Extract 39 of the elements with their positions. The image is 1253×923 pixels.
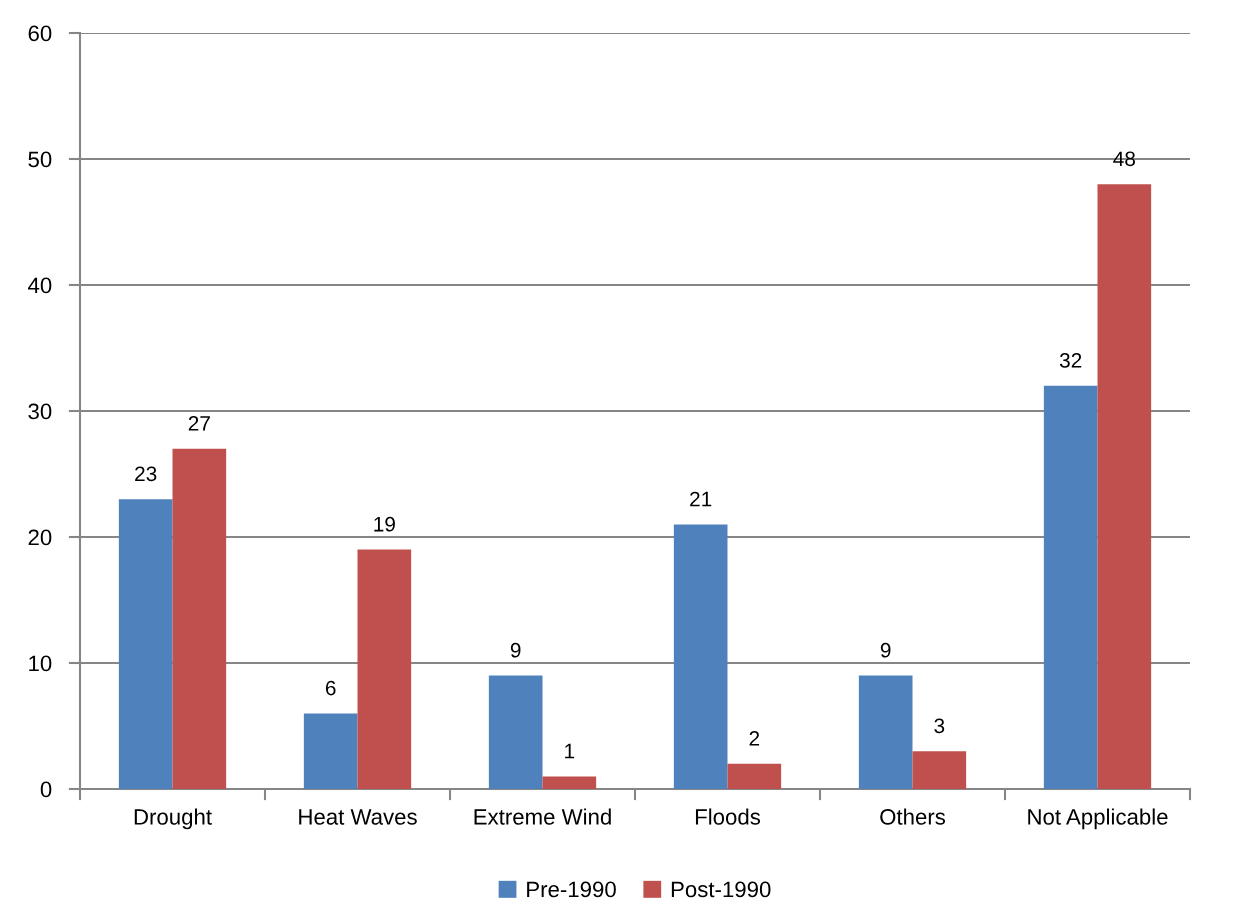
data-label: 48 bbox=[1113, 151, 1136, 167]
bar bbox=[542, 776, 597, 789]
data-label: 23 bbox=[135, 466, 157, 482]
x-tick-label: Not Applicable bbox=[1028, 808, 1168, 830]
y-tick-label: 60 bbox=[28, 25, 52, 42]
bar bbox=[1097, 184, 1152, 789]
data-label: 3 bbox=[934, 718, 945, 734]
data-label: 27 bbox=[188, 416, 210, 431]
bar bbox=[357, 549, 412, 789]
x-tick-label: Floods bbox=[695, 808, 761, 825]
y-tick-label: 30 bbox=[28, 403, 52, 420]
legend-label: Pre-1990 bbox=[527, 881, 616, 898]
data-label: 9 bbox=[880, 642, 891, 658]
bar bbox=[727, 763, 782, 789]
bar bbox=[488, 675, 543, 789]
bar bbox=[118, 499, 173, 789]
x-tick-label: Drought bbox=[134, 808, 212, 830]
bar bbox=[1043, 385, 1098, 789]
x-tick-label: Extreme Wind bbox=[474, 808, 611, 825]
data-label: 2 bbox=[749, 731, 760, 746]
y-tick-label: 40 bbox=[28, 277, 52, 294]
x-tick-label: Others bbox=[880, 808, 946, 825]
data-label: 19 bbox=[374, 516, 395, 532]
bar bbox=[858, 675, 913, 789]
bar bbox=[303, 713, 358, 789]
y-tick-label: 50 bbox=[28, 151, 52, 168]
data-label: 1 bbox=[565, 743, 575, 759]
bar bbox=[912, 751, 967, 789]
data-label: 21 bbox=[690, 491, 712, 507]
y-tick-label: 20 bbox=[28, 529, 52, 546]
bar bbox=[673, 524, 728, 789]
y-tick-label: 0 bbox=[40, 781, 52, 798]
data-label: 6 bbox=[325, 680, 336, 696]
data-label: 9 bbox=[510, 642, 521, 658]
data-label: 32 bbox=[1059, 353, 1082, 368]
bar bbox=[172, 448, 227, 789]
legend-label: Post-1990 bbox=[671, 881, 771, 898]
x-tick-label: Heat Waves bbox=[299, 809, 417, 825]
y-tick-label: 10 bbox=[29, 655, 52, 672]
